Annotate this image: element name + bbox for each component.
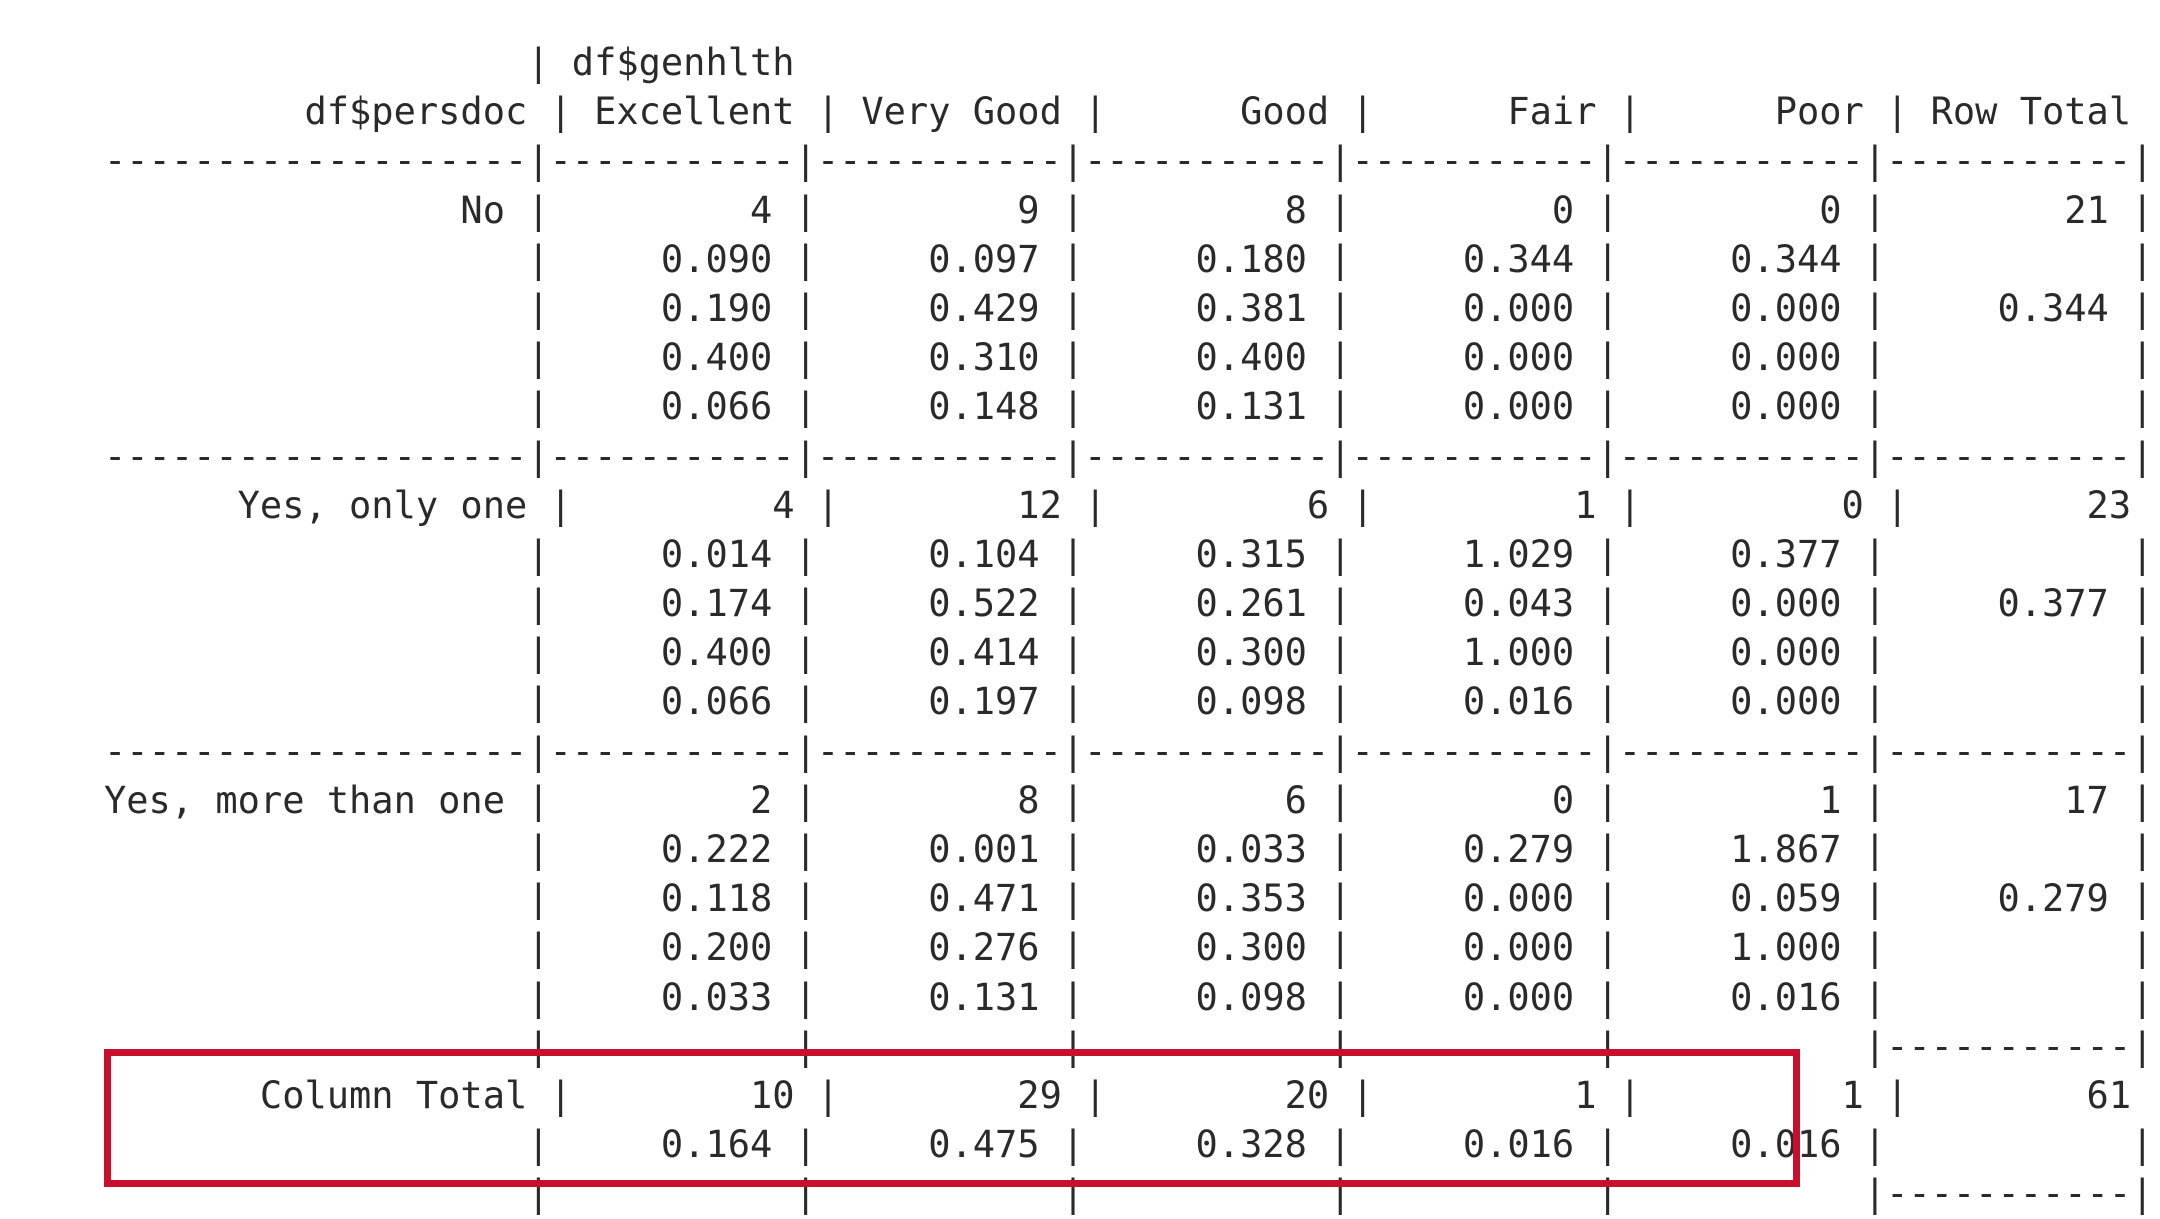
table-line: No | 4 | 9 | 8 | 0 | 0 | 21 | bbox=[104, 188, 2154, 232]
table-line: | 0.090 | 0.097 | 0.180 | 0.344 | 0.344 … bbox=[104, 237, 2154, 281]
table-line: | | | | | |-----------| bbox=[104, 1024, 2154, 1068]
table-line: | 0.033 | 0.131 | 0.098 | 0.000 | 0.016 … bbox=[104, 975, 2154, 1019]
table-line: | 0.190 | 0.429 | 0.381 | 0.000 | 0.000 … bbox=[104, 286, 2154, 330]
table-line: Column Total | 10 | 29 | 20 | 1 | 1 | 61… bbox=[104, 1073, 2160, 1117]
table-line: | 0.222 | 0.001 | 0.033 | 0.279 | 1.867 … bbox=[104, 828, 2154, 871]
table-line: | 0.174 | 0.522 | 0.261 | 0.043 | 0.000 … bbox=[104, 582, 2154, 626]
table-line: -------------------|-----------|--------… bbox=[104, 729, 2154, 773]
table-line: -------------------|-----------|--------… bbox=[104, 139, 2154, 183]
table-line: | 0.400 | 0.310 | 0.400 | 0.000 | 0.000 … bbox=[104, 336, 2154, 380]
table-line: | df$genhlth bbox=[104, 41, 817, 84]
table-line: | 0.014 | 0.104 | 0.315 | 1.029 | 0.377 … bbox=[104, 532, 2154, 576]
table-line: Yes, more than one | 2 | 8 | 6 | 0 | 1 |… bbox=[104, 778, 2154, 822]
table-line: | 0.066 | 0.197 | 0.098 | 0.016 | 0.000 … bbox=[104, 680, 2154, 724]
table-line: | | | | | |-----------| bbox=[104, 1172, 2154, 1216]
table-line: | 0.118 | 0.471 | 0.353 | 0.000 | 0.059 … bbox=[104, 877, 2154, 921]
table-line: | 0.400 | 0.414 | 0.300 | 1.000 | 0.000 … bbox=[104, 631, 2154, 675]
table-line: | 0.164 | 0.475 | 0.328 | 0.016 | 0.016 … bbox=[104, 1123, 2154, 1167]
table-line: | 0.066 | 0.148 | 0.131 | 0.000 | 0.000 … bbox=[104, 385, 2154, 429]
table-line: | 0.200 | 0.276 | 0.300 | 0.000 | 1.000 … bbox=[104, 926, 2154, 970]
table-line: -------------------|-----------|--------… bbox=[104, 434, 2154, 478]
table-line: Yes, only one | 4 | 12 | 6 | 1 | 0 | 23 … bbox=[104, 483, 2160, 527]
table-line: df$persdoc | Excellent | Very Good | Goo… bbox=[104, 90, 2160, 134]
